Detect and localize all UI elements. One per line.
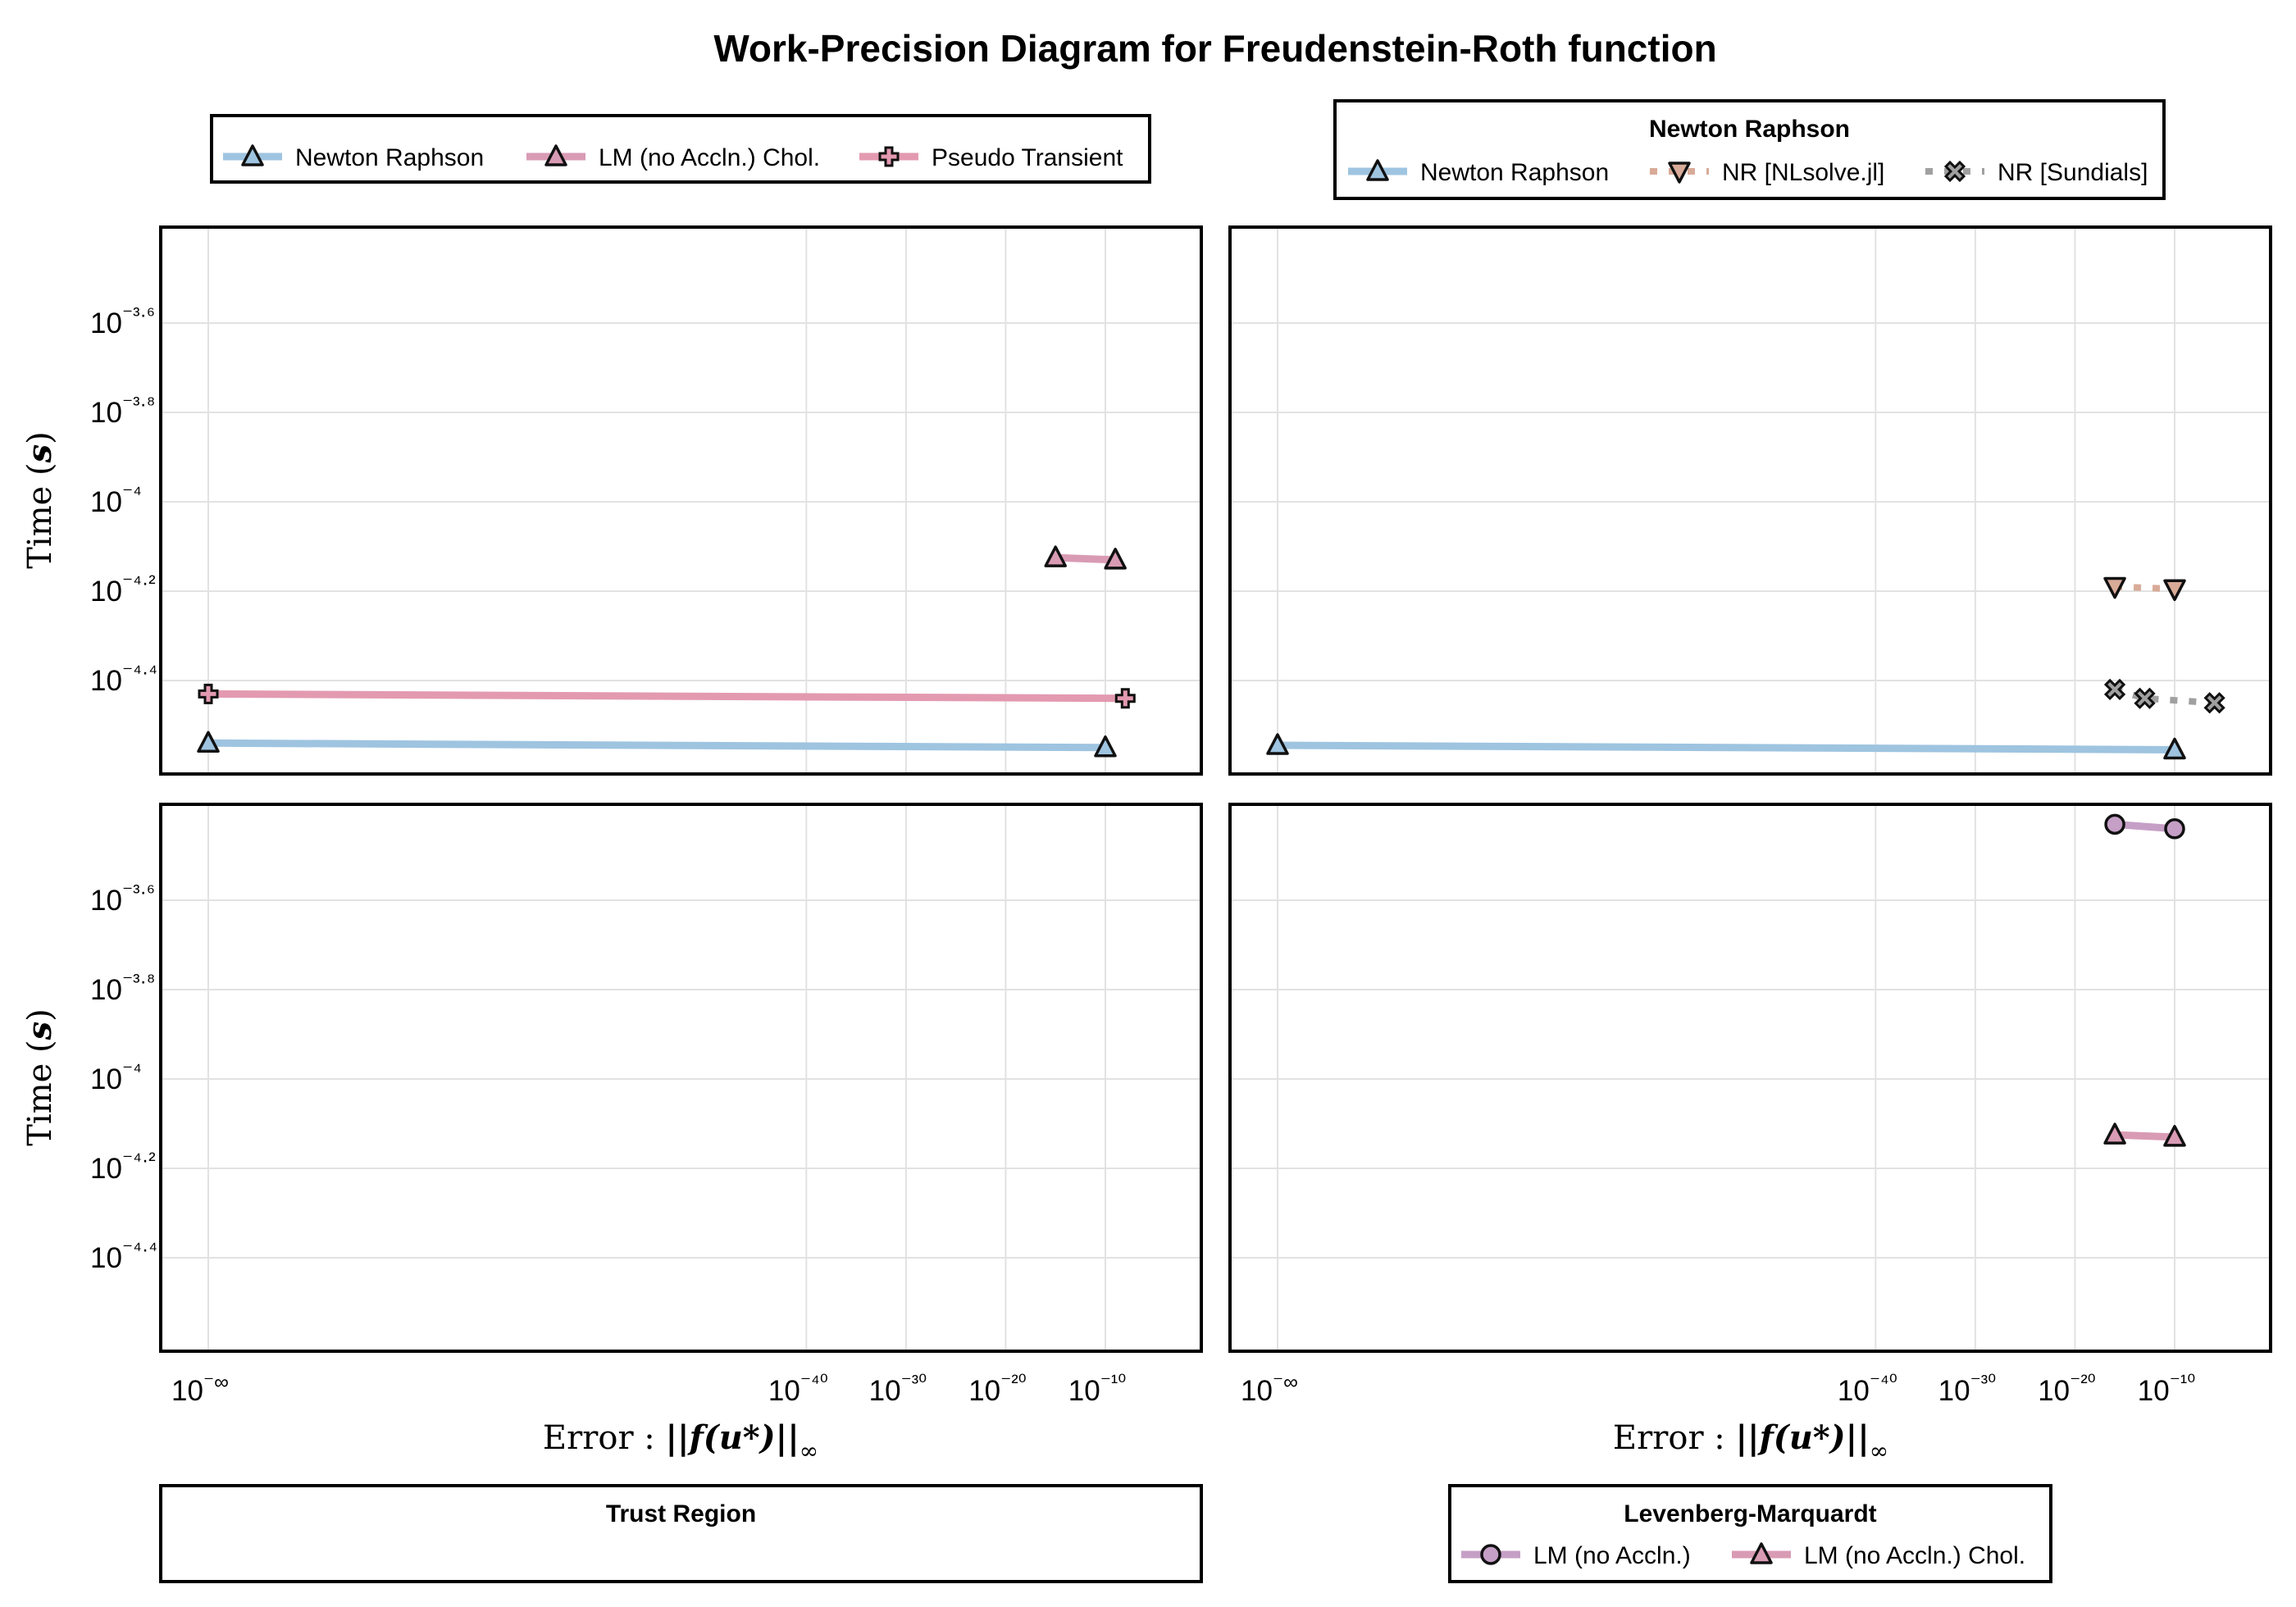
panel-bottom-left: 10⁻³·⁶ 10⁻³·⁸ 10⁻⁴ 10⁻⁴·² 10⁻⁴·⁴ 10⁻∞ 10⁻⁴⁰ 10⁻… (90, 803, 1203, 1407)
grid-bottom-right (1230, 804, 2271, 1351)
series-line-lm-no-accln-chol- (2114, 1131, 2175, 1141)
x-tick-label: 10⁻⁴⁰ (1838, 1371, 1897, 1407)
data-point (198, 683, 219, 704)
series-line-nr-nlsolve-jl- (2114, 583, 2175, 593)
panels-group: 10⁻³·⁶ 10⁻³·⁸ 10⁻⁴ 10⁻⁴·² 10⁻⁴·⁴ 10⁻³·⁶ 10⁻³·⁸… (90, 225, 2272, 1407)
y-tick-label: 10⁻⁴ (90, 1059, 142, 1095)
legend-title: Newton Raphson (1649, 116, 1850, 143)
legend-label: LM (no Accln.) Chol. (1804, 1542, 2025, 1569)
legend-frame (159, 1484, 1203, 1583)
legend-top-left: Newton Raphson LM (no Accln.) Chol. Pseudo… (210, 114, 1151, 184)
legend-marker (1480, 1544, 1501, 1565)
data-point (2163, 737, 2186, 760)
y-tick-label: 10⁻³·⁸ (90, 393, 155, 429)
panel-top-left: 10⁻³·⁶ 10⁻³·⁸ 10⁻⁴ 10⁻⁴·² 10⁻⁴·⁴ (90, 225, 1203, 776)
series-line-newton-raphson (207, 739, 1106, 752)
data-point (2163, 579, 2186, 602)
series-line-pseudo-transient (207, 690, 1126, 703)
panel-frame (159, 225, 1203, 776)
x-tick-label: 10⁻³⁰ (1938, 1371, 1996, 1407)
legend-label: NR [Sundials] (1998, 159, 2148, 186)
legend-label: Pseudo Transient (932, 144, 1123, 171)
panel-bottom-right: 10⁻∞ 10⁻⁴⁰ 10⁻³⁰ 10⁻²⁰ 10⁻¹⁰ (1228, 803, 2272, 1407)
x-tick-label: 10⁻²⁰ (968, 1371, 1026, 1407)
data-point (197, 731, 220, 753)
series-line-nr-sundials- (2113, 686, 2215, 707)
legend-top-right: Newton Raphson Newton Raphson NR [NLsolve.… (1333, 99, 2166, 200)
data-point (2203, 692, 2225, 714)
plot-area-top-right (1266, 576, 2225, 760)
data-point (2164, 818, 2185, 840)
x-tick-label: 10⁻¹⁰ (2138, 1371, 2195, 1407)
panel-frame (159, 803, 1203, 1353)
y-tick-label: 10⁻³·⁶ (90, 303, 155, 339)
panel-top-right (1228, 225, 2272, 776)
legend-frame (1333, 99, 2166, 200)
legend-frame (1448, 1484, 2052, 1583)
legend-bottom-left: Trust Region (159, 1484, 1203, 1583)
data-point (2103, 1122, 2126, 1145)
legend-marker (1366, 159, 1389, 181)
x-tick-label: 10⁻¹⁰ (1068, 1371, 1126, 1407)
legend-label: NR [NLsolve.jl] (1722, 159, 1884, 186)
x-tick-label: 10⁻∞ (1241, 1371, 1298, 1407)
data-point (1114, 688, 1136, 709)
x-axis-label: Error : ||f(u*)||∞ (1613, 1418, 1888, 1464)
legend-marker (241, 144, 264, 166)
x-tick-label: 10⁻³⁰ (869, 1371, 927, 1407)
series-line-newton-raphson (1277, 741, 2175, 753)
legend-marker (1943, 160, 1966, 183)
y-tick-label: 10⁻⁴·⁴ (90, 661, 157, 697)
grid-bottom-left (161, 804, 1201, 1351)
y-axis-label: Time (s) (20, 431, 59, 569)
plot-area-bottom-right (2103, 813, 2186, 1147)
legend-label: Newton Raphson (1420, 159, 1609, 186)
chart-title: Work-Precision Diagram for Freudenstein-… (713, 27, 1716, 70)
data-point (2163, 1125, 2186, 1147)
data-point (2103, 678, 2126, 701)
x-axis-label: Error : ||f(u*)||∞ (543, 1418, 818, 1464)
legend-frame (210, 114, 1151, 184)
legend-bottom-right: Levenberg-Marquardt LM (no Accln.) LM (no … (1448, 1484, 2052, 1583)
legend-label: LM (no Accln.) Chol. (599, 144, 820, 171)
data-point (1094, 735, 1117, 758)
y-tick-label: 10⁻⁴·⁴ (90, 1238, 157, 1274)
x-tick-label: 10⁻²⁰ (2038, 1371, 2095, 1407)
data-point (1104, 548, 1127, 570)
x-tick-label: 10⁻⁴⁰ (768, 1371, 828, 1407)
panel-frame (1228, 225, 2272, 776)
y-tick-label: 10⁻⁴·² (90, 1149, 156, 1185)
panel-frame (1228, 803, 2272, 1353)
data-point (2134, 687, 2156, 709)
legend-marker (878, 146, 900, 167)
y-tick-label: 10⁻⁴ (90, 482, 142, 518)
legend-label: Newton Raphson (295, 144, 484, 171)
legend-marker (1668, 162, 1691, 184)
data-point (2104, 813, 2125, 835)
series-line-lm-no-accln-chol- (1055, 553, 1116, 564)
y-tick-label: 10⁻⁴·² (90, 571, 156, 608)
y-axis-label: Time (s) (20, 1008, 59, 1146)
data-point (2103, 576, 2126, 599)
legend-marker (1750, 1542, 1773, 1564)
data-point (1044, 545, 1067, 567)
y-tick-label: 10⁻³·⁶ (90, 881, 155, 917)
legend-title: Trust Region (606, 1500, 756, 1527)
data-point (1266, 733, 1289, 755)
legend-label: LM (no Accln.) (1533, 1542, 1691, 1569)
x-tick-label: 10⁻∞ (171, 1371, 229, 1407)
legend-title: Levenberg-Marquardt (1624, 1500, 1876, 1527)
grid-top-left (161, 227, 1201, 774)
legends-group: Newton Raphson LM (no Accln.) Chol. Pseudo… (159, 99, 2166, 1583)
y-tick-label: 10⁻³·⁸ (90, 970, 155, 1006)
legend-marker (544, 144, 567, 166)
plot-area-top-left (197, 545, 1136, 758)
grid-top-right (1230, 227, 2271, 774)
axis-labels-group: Time (s) Time (s) Error : ||f(u*)||∞ Error … (20, 431, 1888, 1464)
